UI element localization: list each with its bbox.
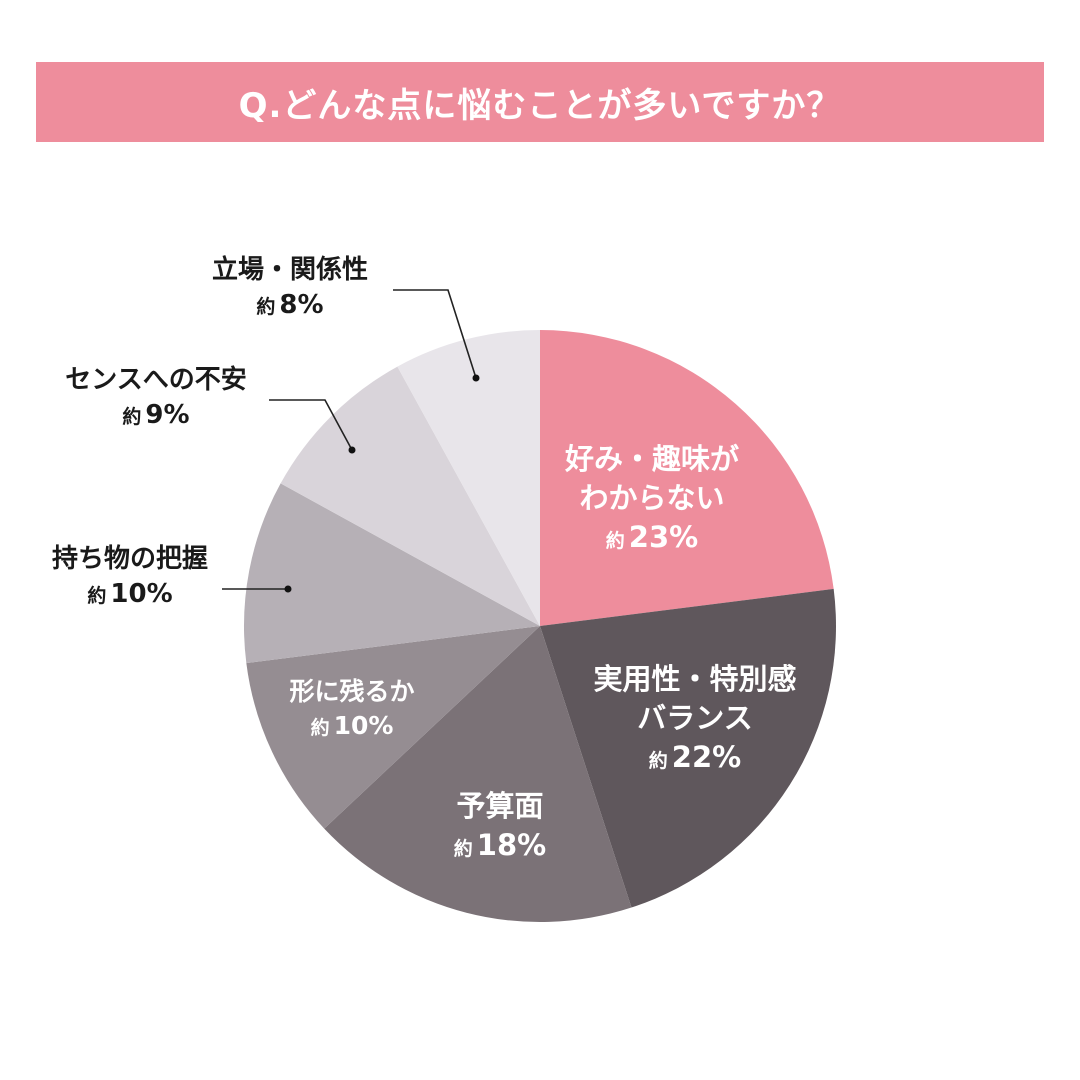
slice-label-position: 立場・関係性 約 8% (212, 253, 368, 323)
leader-line-position (393, 289, 477, 379)
pie-slice (540, 330, 834, 626)
slice-label-budget: 予算面 約 18% (454, 787, 546, 865)
slice-label-value: 約 9% (122, 400, 190, 431)
leader-line-sense (269, 399, 353, 451)
slice-label-name: センスへの不安 (65, 365, 247, 395)
pie-slice (280, 366, 540, 626)
pie-slice (246, 626, 540, 829)
question-title: Q.どんな点に悩むことが多いですか？ (238, 85, 842, 126)
slice-label-preference: 好み・趣味が わからない 約 23% (565, 440, 739, 557)
slice-label-name: 好み・趣味が (564, 442, 740, 476)
pie-slice (540, 588, 836, 908)
slice-label-lasting: 形に残るか 約 10% (289, 675, 414, 743)
pie-slice (244, 483, 540, 664)
slice-label-name: 持ち物の把握 (51, 544, 209, 574)
leader-dot-belongings (284, 585, 292, 593)
leader-dot-position (472, 374, 480, 382)
pie-slice (397, 330, 540, 626)
pie-slices (244, 330, 836, 922)
leader-lines (222, 289, 480, 593)
slice-label-name: 予算面 (456, 789, 544, 823)
slice-label-value: 約 10% (87, 579, 173, 610)
slice-label-value: 約 10% (310, 710, 394, 740)
slice-label-name: 立場・関係性 (211, 255, 369, 285)
question-banner: Q.どんな点に悩むことが多いですか？ (36, 62, 1044, 142)
slice-label-value: 約 18% (453, 828, 547, 863)
slice-label-value: 約 8% (256, 290, 324, 321)
slice-label-value: 約 22% (648, 740, 742, 775)
slice-label-sense: センスへの不安 約 9% (65, 363, 246, 433)
pie-slice (324, 626, 632, 922)
slice-label-practicality: 実用性・特別感 バランス 約 22% (593, 660, 796, 777)
slice-label-name-2: わからない (579, 481, 725, 516)
leader-dot-sense (348, 446, 356, 454)
slice-label-name: 実用性・特別感 (593, 662, 797, 696)
slice-label-name: 形に残るか (289, 677, 415, 706)
slice-label-value: 約 23% (605, 520, 699, 555)
slice-label-name-2: バランス (637, 701, 753, 736)
slice-label-belongings: 持ち物の把握 約 10% (52, 542, 208, 612)
